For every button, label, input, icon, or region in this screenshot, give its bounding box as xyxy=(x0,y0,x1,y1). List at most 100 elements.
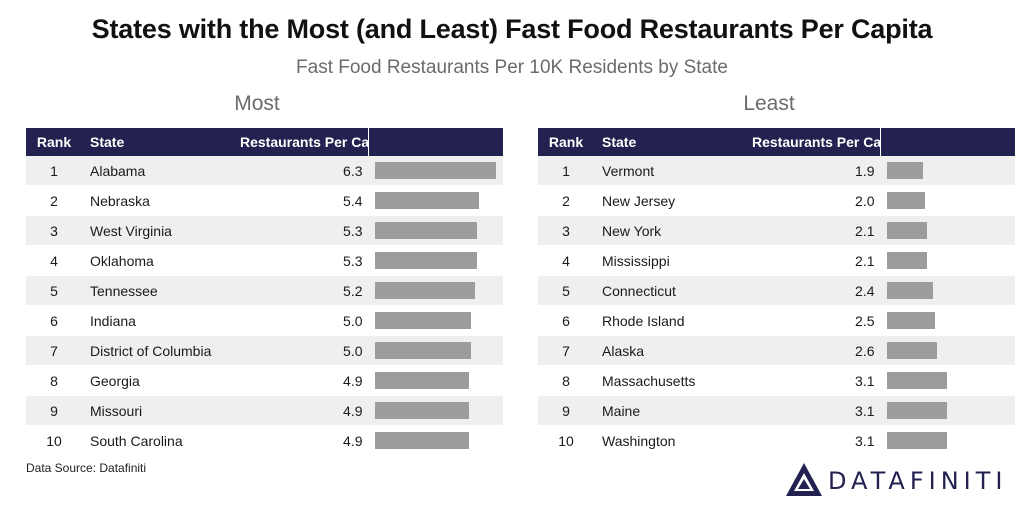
rank-cell: 2 xyxy=(26,185,82,216)
least-bar xyxy=(886,252,927,269)
state-column-header: State xyxy=(594,128,752,156)
least-bar xyxy=(886,342,937,359)
most-bar xyxy=(374,432,469,449)
bar-cell xyxy=(880,156,1015,186)
bar-cell xyxy=(368,365,503,396)
bar-cell xyxy=(368,395,503,426)
rank-cell: 5 xyxy=(26,275,82,306)
value-label: 2.5 xyxy=(752,305,881,336)
least-bar xyxy=(886,402,947,419)
bar-cell xyxy=(880,275,1015,306)
datafiniti-logo-icon xyxy=(786,463,822,496)
value-label: 3.1 xyxy=(752,395,881,426)
bar-cell xyxy=(368,335,503,366)
most-bar xyxy=(374,192,479,209)
value-label: 5.0 xyxy=(240,335,369,366)
bar-cell xyxy=(880,245,1015,276)
bar-column-header xyxy=(368,128,503,156)
chart-title: States with the Most (and Least) Fast Fo… xyxy=(91,14,933,44)
rank-cell: 7 xyxy=(26,335,82,366)
most-table-row: 6 Indiana 5.0 xyxy=(26,305,503,336)
value-label: 4.9 xyxy=(240,395,369,426)
value-label: 3.1 xyxy=(752,365,881,396)
bar-cell xyxy=(880,365,1015,396)
bar-cell xyxy=(880,305,1015,336)
rank-cell: 10 xyxy=(26,425,82,456)
least-bar xyxy=(886,282,933,299)
bar-cell xyxy=(368,425,503,456)
rank-cell: 3 xyxy=(26,215,82,246)
least-bar xyxy=(886,192,925,209)
least-table-row: 9 Maine 3.1 xyxy=(538,395,1015,426)
rank-cell: 1 xyxy=(26,156,82,186)
least-table-row: 1 Vermont 1.9 xyxy=(538,156,1015,186)
state-cell: South Carolina xyxy=(82,425,240,456)
datafiniti-wordmark: DATAFINITI xyxy=(828,467,1008,495)
state-column-header: State xyxy=(82,128,240,156)
rank-cell: 1 xyxy=(538,156,594,186)
value-label: 2.1 xyxy=(752,245,881,276)
state-cell: Alaska xyxy=(594,335,752,366)
state-cell: Connecticut xyxy=(594,275,752,306)
most-table-row: 4 Oklahoma 5.3 xyxy=(26,245,503,276)
most-bar xyxy=(374,372,469,389)
value-label: 5.2 xyxy=(240,275,369,306)
value-label: 2.1 xyxy=(752,215,881,246)
most-table-body: 1 Alabama 6.3 2 Nebraska 5.4 3 West Virginia 5.3… xyxy=(26,156,503,456)
bar-cell xyxy=(368,215,503,246)
chart-subtitle: Fast Food Restaurants Per 10K Residents … xyxy=(296,57,728,78)
value-label: 4.9 xyxy=(240,425,369,456)
least-table-row: 2 New Jersey 2.0 xyxy=(538,185,1015,216)
rank-cell: 3 xyxy=(538,215,594,246)
state-cell: Alabama xyxy=(82,156,240,186)
least-heading: Least xyxy=(743,92,795,115)
rank-column-header: Rank xyxy=(26,128,82,156)
least-table-row: 7 Alaska 2.6 xyxy=(538,335,1015,366)
least-table: Rank State Restaurants Per Capita 1 Vermo… xyxy=(538,128,1015,456)
most-bar xyxy=(374,282,475,299)
most-bar xyxy=(374,162,496,179)
least-table-row: 5 Connecticut 2.4 xyxy=(538,275,1015,306)
rank-cell: 9 xyxy=(538,395,594,426)
value-label: 4.9 xyxy=(240,365,369,396)
value-label: 3.1 xyxy=(752,425,881,456)
most-bar xyxy=(374,402,469,419)
bar-cell xyxy=(368,275,503,306)
value-label: 5.0 xyxy=(240,305,369,336)
most-bar xyxy=(374,252,477,269)
rank-column-header: Rank xyxy=(538,128,594,156)
rank-cell: 8 xyxy=(26,365,82,396)
rank-cell: 8 xyxy=(538,365,594,396)
value-label: 5.3 xyxy=(240,215,369,246)
most-table-row: 1 Alabama 6.3 xyxy=(26,156,503,186)
state-cell: District of Columbia xyxy=(82,335,240,366)
rank-cell: 6 xyxy=(538,305,594,336)
most-bar xyxy=(374,342,471,359)
state-cell: Mississippi xyxy=(594,245,752,276)
state-cell: Washington xyxy=(594,425,752,456)
most-header-row: Rank State Restaurants Per Capita xyxy=(26,128,503,156)
value-label: 6.3 xyxy=(240,156,369,186)
bar-cell xyxy=(880,185,1015,216)
least-table-row: 10 Washington 3.1 xyxy=(538,425,1015,456)
rank-cell: 10 xyxy=(538,425,594,456)
state-cell: Missouri xyxy=(82,395,240,426)
bar-cell xyxy=(368,305,503,336)
least-table-row: 3 New York 2.1 xyxy=(538,215,1015,246)
rank-cell: 9 xyxy=(26,395,82,426)
bar-cell xyxy=(880,425,1015,456)
rank-cell: 6 xyxy=(26,305,82,336)
least-table-row: 6 Rhode Island 2.5 xyxy=(538,305,1015,336)
most-table-row: 5 Tennessee 5.2 xyxy=(26,275,503,306)
most-bar xyxy=(374,312,471,329)
least-bar xyxy=(886,162,923,179)
least-header-row: Rank State Restaurants Per Capita xyxy=(538,128,1015,156)
least-bar xyxy=(886,222,927,239)
bar-cell xyxy=(368,185,503,216)
state-cell: Georgia xyxy=(82,365,240,396)
datafiniti-logo: DATAFINITI xyxy=(784,460,1004,500)
bar-column-header xyxy=(880,128,1015,156)
state-cell: Indiana xyxy=(82,305,240,336)
bar-cell xyxy=(368,156,503,186)
state-cell: West Virginia xyxy=(82,215,240,246)
